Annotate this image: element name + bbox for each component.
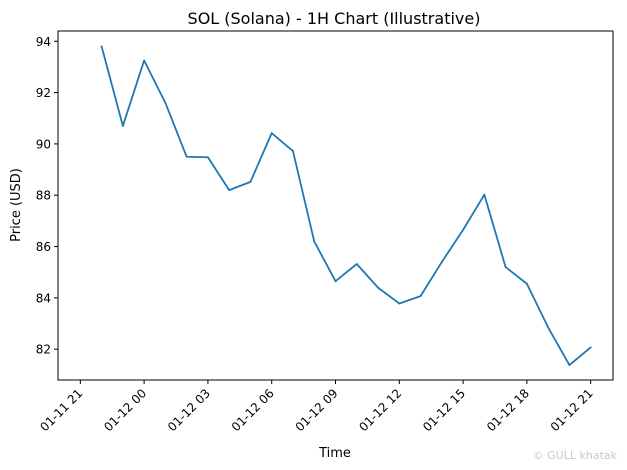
data-point bbox=[589, 346, 592, 349]
x-tick-label: 01-12 18 bbox=[484, 386, 532, 434]
plot-area bbox=[100, 45, 592, 367]
y-tick-label: 84 bbox=[36, 291, 51, 305]
data-point bbox=[398, 302, 401, 305]
x-tick-label: 01-12 09 bbox=[293, 386, 341, 434]
data-point bbox=[525, 282, 528, 285]
data-point bbox=[355, 263, 358, 265]
data-point bbox=[270, 132, 273, 135]
data-point bbox=[568, 364, 571, 367]
x-tick-label: 01-12 21 bbox=[548, 386, 596, 434]
y-tick-label: 90 bbox=[36, 137, 51, 151]
y-tick-label: 86 bbox=[36, 240, 51, 254]
data-point bbox=[207, 156, 209, 159]
data-point bbox=[504, 266, 507, 268]
y-axis: 82 84 86 88 90 92 94 bbox=[36, 35, 58, 357]
y-axis-label: Price (USD) bbox=[9, 168, 24, 242]
data-point bbox=[292, 150, 294, 153]
x-axis-label: Time bbox=[318, 446, 351, 461]
data-point bbox=[440, 261, 443, 263]
data-point bbox=[483, 193, 486, 196]
y-tick-label: 88 bbox=[36, 189, 51, 203]
series-line bbox=[100, 45, 592, 367]
x-tick-label: 01-12 15 bbox=[420, 386, 468, 434]
watermark: © GULL khatak bbox=[532, 449, 617, 462]
data-point bbox=[377, 286, 379, 289]
x-tick-label: 01-11 21 bbox=[37, 386, 85, 434]
data-point bbox=[121, 125, 124, 127]
x-tick-label: 01-12 00 bbox=[101, 386, 149, 434]
y-tick-label: 82 bbox=[36, 343, 51, 357]
x-tick-label: 01-12 03 bbox=[165, 386, 213, 434]
data-point bbox=[547, 326, 550, 329]
x-axis: 01-11 21 01-12 00 01-12 03 01-12 06 01-12 09… bbox=[37, 380, 596, 434]
data-point bbox=[228, 189, 231, 192]
data-point bbox=[313, 240, 316, 243]
y-tick-label: 92 bbox=[36, 86, 51, 100]
chart-title: SOL (Solana) - 1H Chart (Illustrative) bbox=[188, 9, 481, 28]
data-point bbox=[462, 228, 464, 231]
y-tick-label: 94 bbox=[36, 35, 51, 49]
data-point bbox=[419, 295, 422, 297]
data-point bbox=[334, 280, 337, 283]
data-point bbox=[164, 101, 167, 104]
data-point bbox=[100, 45, 103, 48]
data-point bbox=[143, 59, 146, 62]
data-point bbox=[249, 180, 252, 183]
data-point bbox=[185, 155, 188, 158]
plot-frame bbox=[57, 30, 614, 381]
x-tick-label: 01-12 12 bbox=[356, 386, 404, 434]
x-tick-label: 01-12 06 bbox=[229, 386, 277, 434]
